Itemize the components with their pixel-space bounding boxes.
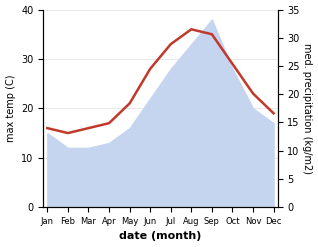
Y-axis label: max temp (C): max temp (C) <box>5 75 16 142</box>
Y-axis label: med. precipitation (kg/m2): med. precipitation (kg/m2) <box>302 43 313 174</box>
X-axis label: date (month): date (month) <box>119 231 202 242</box>
